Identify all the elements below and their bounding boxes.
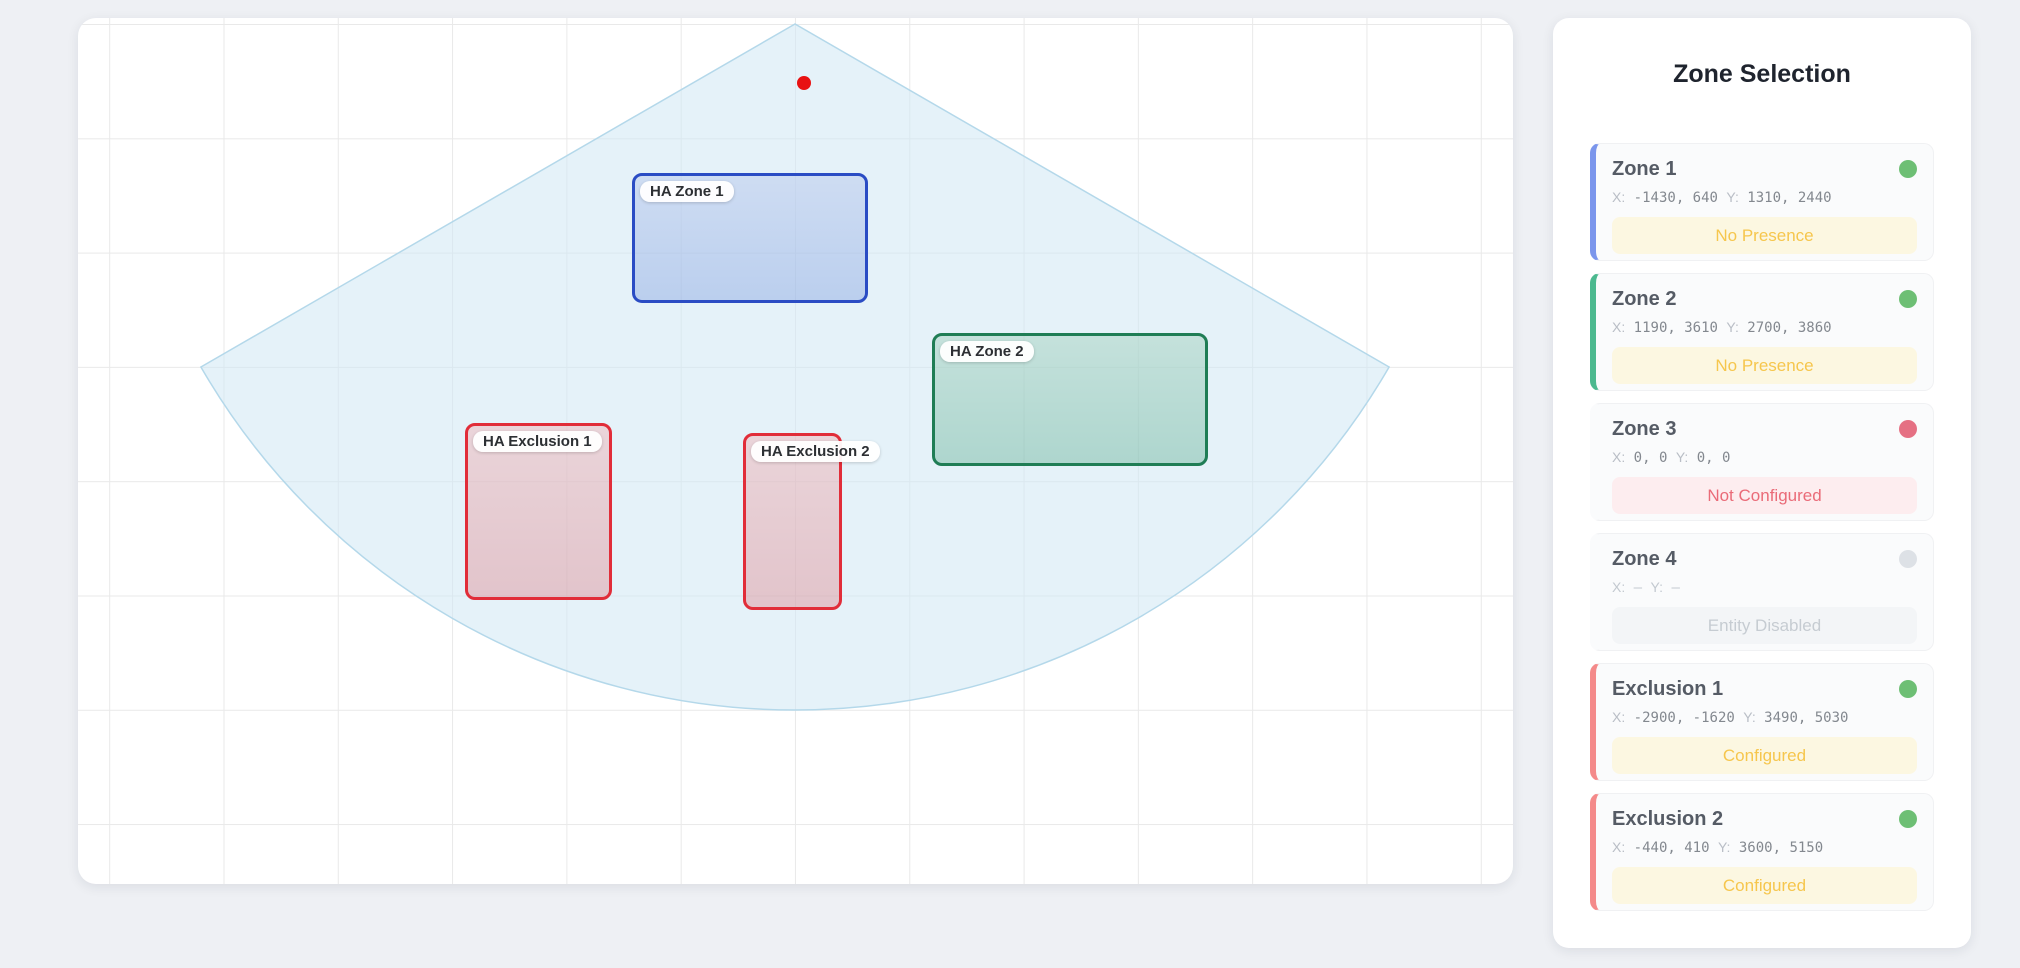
zone-status-dot-icon xyxy=(1899,290,1917,308)
zone-card-zone-3[interactable]: Zone 3 X: 0, 0 Y: 0, 0 Not Configured xyxy=(1590,403,1934,521)
zone-coordinates: X: 0, 0 Y: 0, 0 xyxy=(1612,449,1917,467)
zone-name: Zone 4 xyxy=(1612,547,1677,570)
zone-name: Exclusion 1 xyxy=(1612,677,1724,700)
zone-name: Exclusion 2 xyxy=(1612,807,1724,830)
zone-status-badge: Entity Disabled xyxy=(1612,607,1917,644)
coord-label-y: Y: xyxy=(1717,839,1731,855)
zone-card-zone-4[interactable]: Zone 4 X: – Y: – Entity Disabled xyxy=(1590,533,1934,651)
canvas-zone-ha-zone-2[interactable]: HA Zone 2 xyxy=(932,333,1208,466)
zone-card-exclusion-2[interactable]: Exclusion 2 X: -440, 410 Y: 3600, 5150 C… xyxy=(1590,793,1934,911)
coord-label-x: X: xyxy=(1612,579,1626,595)
zone-status-dot-icon xyxy=(1899,680,1917,698)
canvas-zone-label: HA Zone 2 xyxy=(940,341,1034,362)
zone-selection-panel: Zone Selection Zone 1 X: -1430, 640 Y: 1… xyxy=(1553,18,1971,948)
target-dot xyxy=(797,76,811,90)
coord-value-x: 1190, 3610 xyxy=(1633,320,1727,336)
zone-card-zone-2[interactable]: Zone 2 X: 1190, 3610 Y: 2700, 3860 No Pr… xyxy=(1590,273,1934,391)
coord-value-x: -1430, 640 xyxy=(1633,190,1727,206)
coord-value-x: 0, 0 xyxy=(1633,450,1676,466)
zone-status-badge: No Presence xyxy=(1612,347,1917,384)
coord-label-x: X: xyxy=(1612,319,1626,335)
coord-value-y: 2700, 3860 xyxy=(1747,320,1832,336)
zone-coordinates: X: -1430, 640 Y: 1310, 2440 xyxy=(1612,189,1917,207)
zone-name: Zone 3 xyxy=(1612,417,1677,440)
zone-status-badge: No Presence xyxy=(1612,217,1917,254)
zone-card-header: Zone 1 xyxy=(1612,156,1917,182)
coord-label-x: X: xyxy=(1612,449,1626,465)
coord-value-y: – xyxy=(1671,580,1680,596)
coord-label-y: Y: xyxy=(1650,579,1663,595)
sensor-fov-fan xyxy=(199,23,1391,711)
zone-status-badge: Not Configured xyxy=(1612,477,1917,514)
canvas-zone-ha-exclusion-1[interactable]: HA Exclusion 1 xyxy=(465,423,612,600)
zone-status-dot-icon xyxy=(1899,550,1917,568)
zone-coordinates: X: -440, 410 Y: 3600, 5150 xyxy=(1612,839,1917,857)
sensor-fov-svg xyxy=(199,23,1391,711)
zone-status-badge: Configured xyxy=(1612,737,1917,774)
coord-label-x: X: xyxy=(1612,189,1626,205)
coord-value-y: 1310, 2440 xyxy=(1747,190,1832,206)
zone-coordinates: X: – Y: – xyxy=(1612,579,1917,597)
coord-value-x: -440, 410 xyxy=(1633,840,1718,856)
canvas-zone-label: HA Exclusion 1 xyxy=(473,431,602,452)
zone-status-dot-icon xyxy=(1899,810,1917,828)
zone-coordinates: X: 1190, 3610 Y: 2700, 3860 xyxy=(1612,319,1917,337)
zone-card-header: Exclusion 1 xyxy=(1612,676,1917,702)
panel-title: Zone Selection xyxy=(1673,60,1851,88)
coord-value-y: 0, 0 xyxy=(1696,450,1731,466)
coord-value-x: -2900, -1620 xyxy=(1633,710,1744,726)
coord-value-y: 3600, 5150 xyxy=(1738,840,1824,856)
canvas-zone-ha-exclusion-2[interactable]: HA Exclusion 2 xyxy=(743,433,880,610)
zone-list: Zone 1 X: -1430, 640 Y: 1310, 2440 No Pr… xyxy=(1590,143,1934,911)
coord-label-y: Y: xyxy=(1675,449,1689,465)
zone-card-header: Zone 4 xyxy=(1612,546,1917,572)
zone-card-header: Exclusion 2 xyxy=(1612,806,1917,832)
coord-value-x: – xyxy=(1633,580,1651,596)
coord-label-x: X: xyxy=(1612,839,1626,855)
zone-status-dot-icon xyxy=(1899,420,1917,438)
zone-coordinates: X: -2900, -1620 Y: 3490, 5030 xyxy=(1612,709,1917,727)
canvas-zone-label: HA Exclusion 2 xyxy=(751,441,880,462)
zone-status-dot-icon xyxy=(1899,160,1917,178)
coord-label-y: Y: xyxy=(1726,319,1739,335)
zone-status-badge: Configured xyxy=(1612,867,1917,904)
canvas-zone-label: HA Zone 1 xyxy=(640,181,734,202)
coord-value-y: 3490, 5030 xyxy=(1764,710,1849,726)
zone-name: Zone 2 xyxy=(1612,287,1677,310)
zone-card-zone-1[interactable]: Zone 1 X: -1430, 640 Y: 1310, 2440 No Pr… xyxy=(1590,143,1934,261)
zone-card-header: Zone 3 xyxy=(1612,416,1917,442)
zone-canvas: HA Zone 1 HA Zone 2 HA Exclusion 1 HA Ex… xyxy=(78,18,1513,884)
zone-name: Zone 1 xyxy=(1612,157,1677,180)
zone-card-exclusion-1[interactable]: Exclusion 1 X: -2900, -1620 Y: 3490, 503… xyxy=(1590,663,1934,781)
coord-label-y: Y: xyxy=(1726,189,1739,205)
zone-card-header: Zone 2 xyxy=(1612,286,1917,312)
coord-label-y: Y: xyxy=(1743,709,1756,725)
canvas-zone-ha-zone-1[interactable]: HA Zone 1 xyxy=(632,173,868,303)
coord-label-x: X: xyxy=(1612,709,1626,725)
